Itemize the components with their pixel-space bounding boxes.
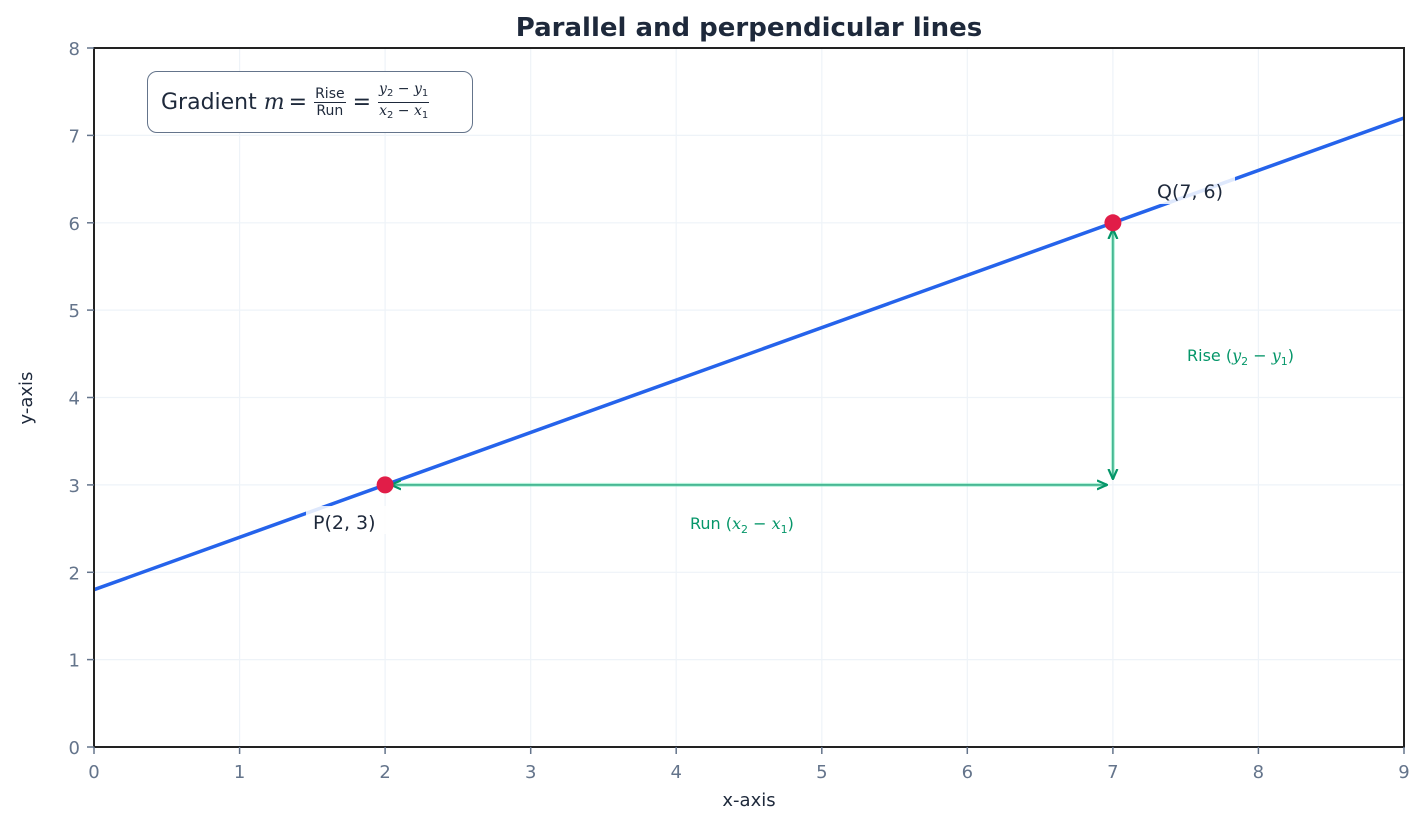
svg-text:8: 8 (69, 39, 80, 60)
coordinate-fraction: y2 − y1 x2 − x1 (378, 80, 430, 121)
gradient-word: Gradient (161, 89, 257, 115)
svg-text:7: 7 (1107, 762, 1118, 783)
x-tick-labels: 0 1 2 3 4 5 6 7 8 9 (88, 762, 1409, 783)
svg-text:1: 1 (234, 762, 245, 783)
run-label: Run (x2 − x1) (690, 514, 794, 536)
chart-title: Parallel and perpendicular lines (516, 13, 982, 43)
svg-text:2: 2 (379, 762, 390, 783)
point-q-label: Q(7, 6) (1157, 181, 1223, 203)
svg-text:6: 6 (962, 762, 973, 783)
svg-text:5: 5 (69, 301, 80, 322)
point-q (1104, 214, 1122, 232)
svg-text:6: 6 (69, 214, 80, 235)
svg-text:8: 8 (1253, 762, 1264, 783)
svg-text:0: 0 (88, 762, 99, 783)
svg-text:3: 3 (69, 476, 80, 497)
point-p-label: P(2, 3) (313, 512, 376, 534)
grid-lines (94, 48, 1404, 747)
tick-marks (87, 47, 1405, 754)
svg-text:5: 5 (816, 762, 827, 783)
svg-text:4: 4 (670, 762, 681, 783)
svg-text:4: 4 (69, 389, 80, 410)
svg-text:2: 2 (69, 563, 80, 584)
x-axis-label: x-axis (722, 790, 775, 811)
svg-text:0: 0 (69, 738, 80, 759)
y-tick-labels: 0 1 2 3 4 5 6 7 8 (69, 39, 80, 759)
rise-label: Rise (y2 − y1) (1187, 346, 1294, 368)
m-variable: m (263, 89, 285, 115)
gradient-formula-box: Gradient m = Rise Run = y2 − y1 x2 − x1 (147, 71, 473, 133)
svg-text:9: 9 (1398, 762, 1409, 783)
svg-text:3: 3 (525, 762, 536, 783)
y-axis-label: y-axis (16, 372, 37, 425)
point-p (376, 476, 394, 494)
rise-over-run-fraction: Rise Run (314, 85, 346, 119)
svg-text:7: 7 (69, 126, 80, 147)
svg-text:1: 1 (69, 651, 80, 672)
